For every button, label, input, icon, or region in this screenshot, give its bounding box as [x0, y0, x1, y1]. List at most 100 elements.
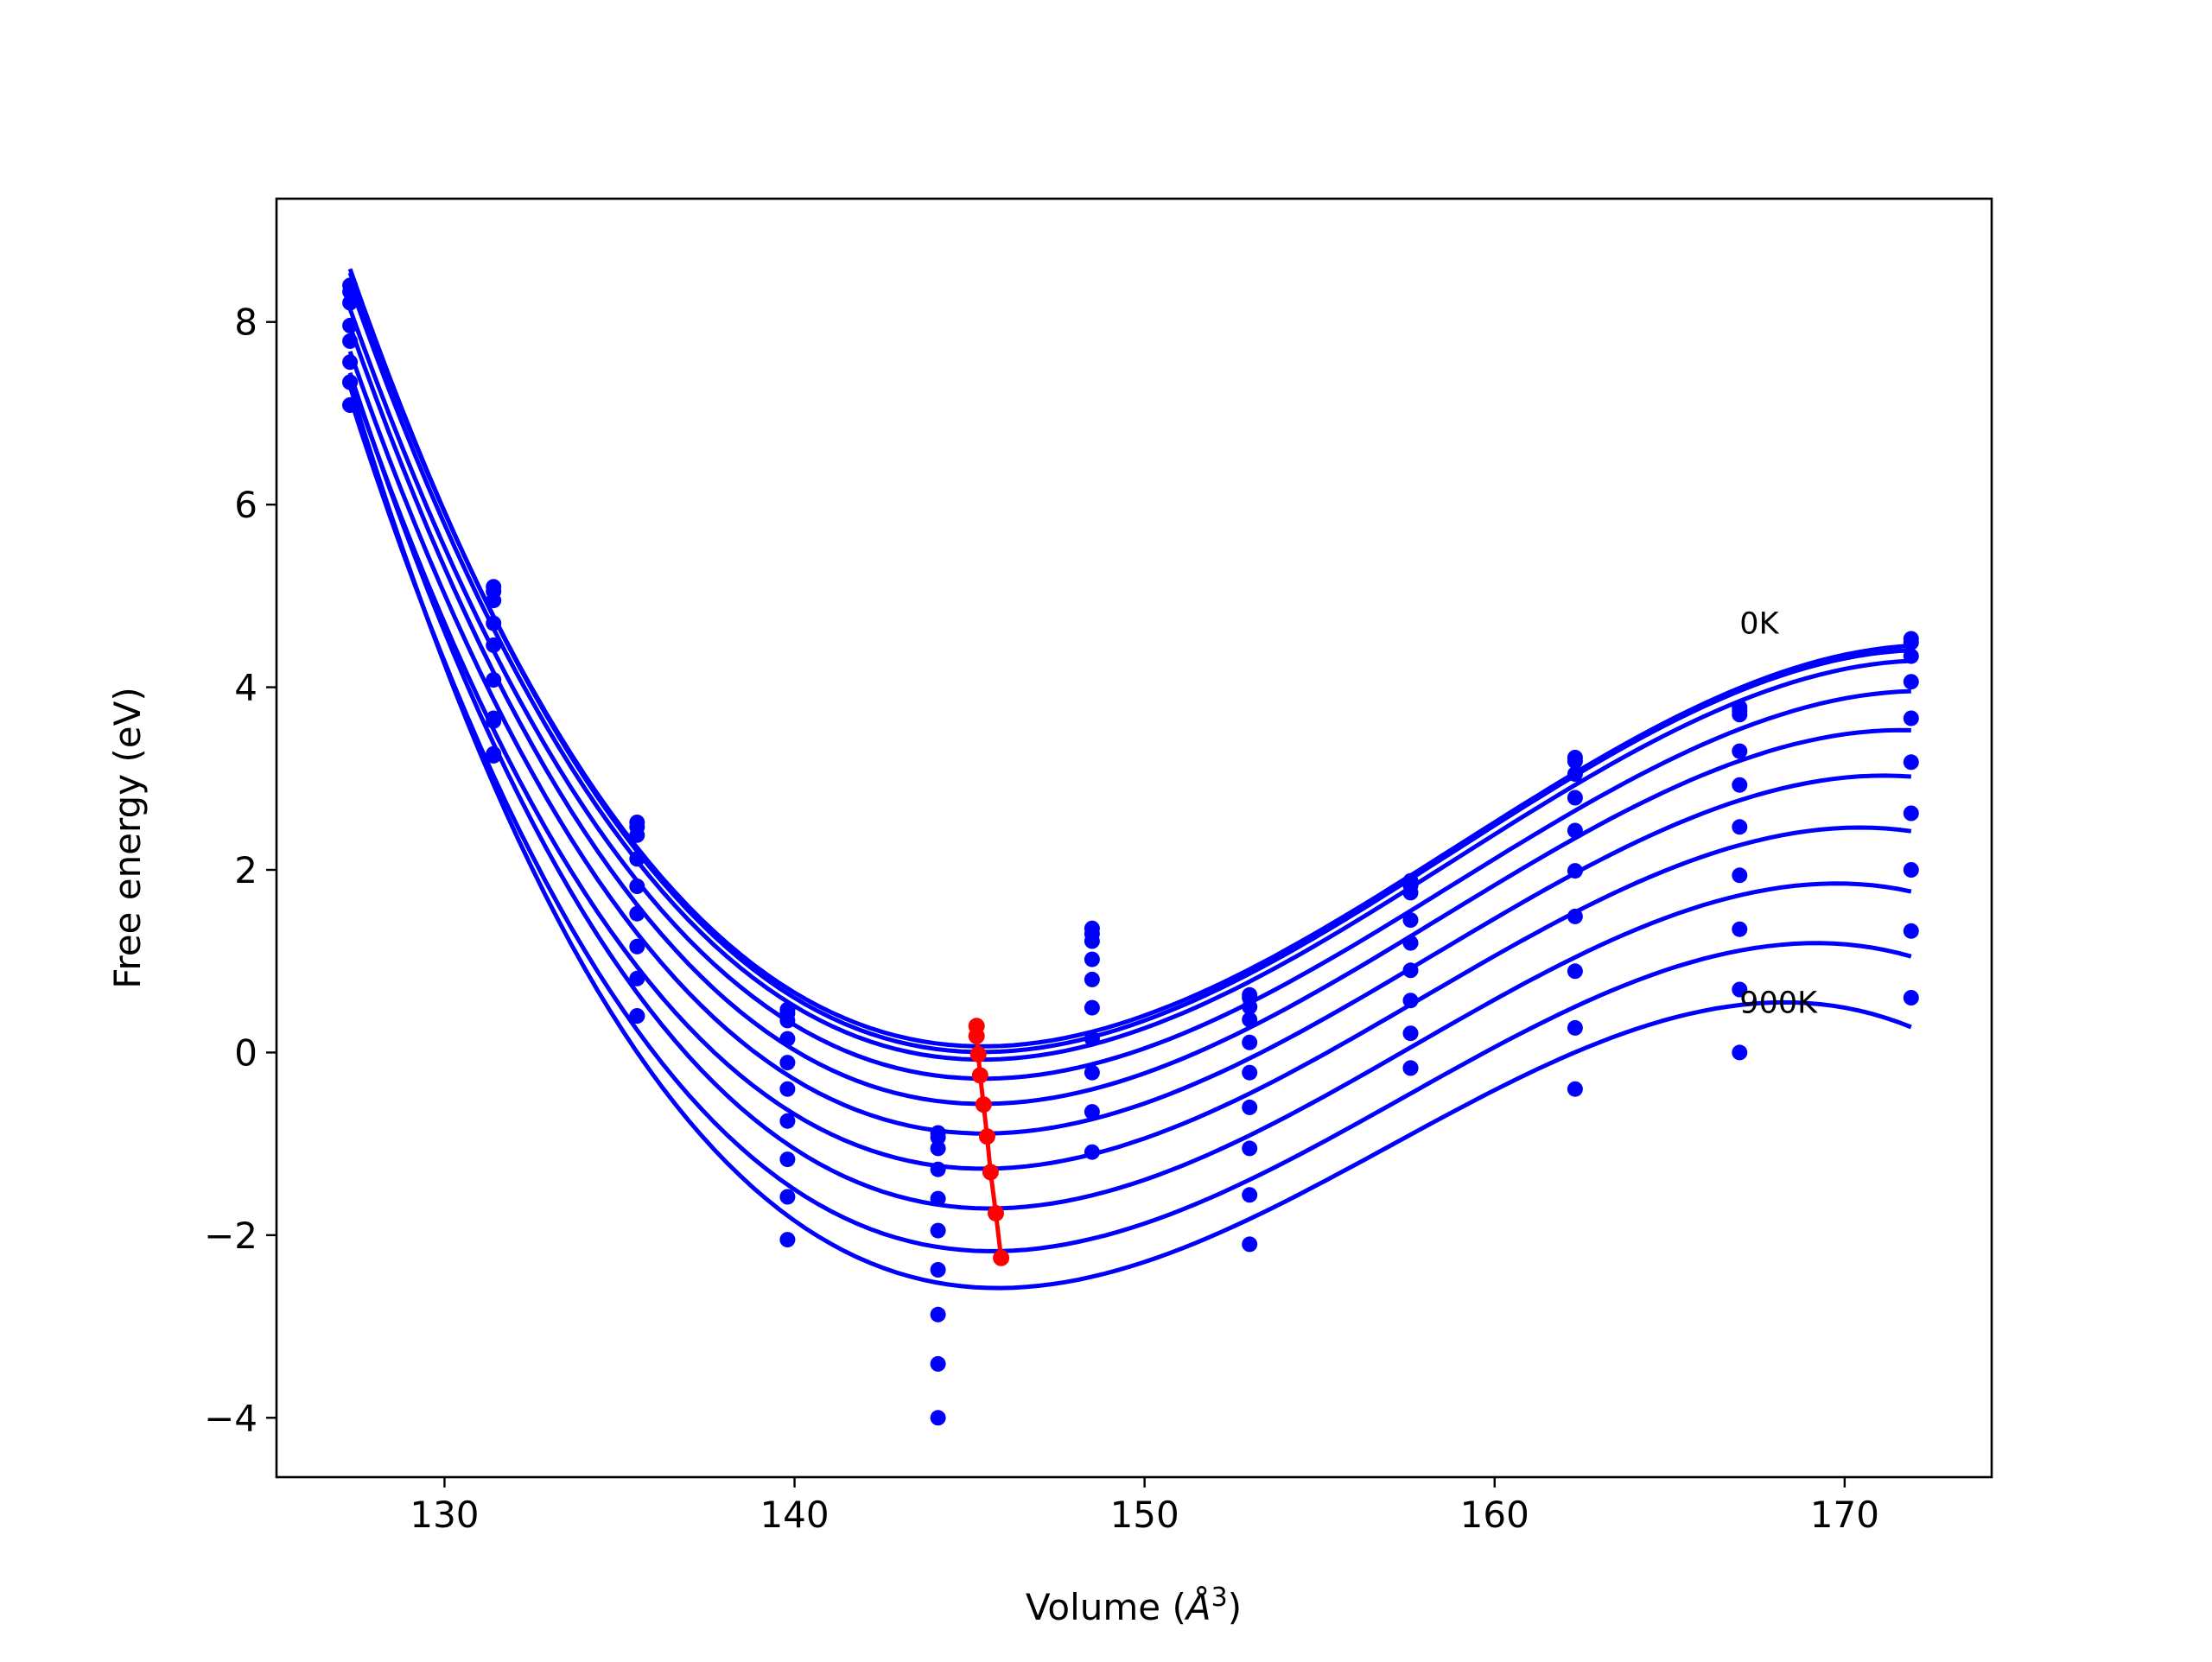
data-point [1567, 863, 1583, 879]
data-point [486, 713, 502, 729]
data-point [1567, 790, 1583, 806]
data-point [930, 1262, 946, 1278]
y-tick-label: −4 [204, 1397, 257, 1439]
data-point [779, 1055, 796, 1071]
y-tick-label: 6 [234, 484, 257, 526]
fit-curve-1 [347, 268, 1911, 1055]
data-point [486, 615, 502, 631]
data-point [930, 1129, 946, 1145]
data-point [629, 905, 645, 922]
fit-curve-3 [347, 308, 1911, 1082]
data-point [1402, 962, 1419, 979]
y-tick-label: 0 [234, 1031, 257, 1074]
x-tick-label: 160 [1460, 1494, 1529, 1536]
data-points [342, 277, 1919, 1426]
data-point [1567, 822, 1583, 839]
y-axis-label: Free energy (eV) [106, 687, 149, 989]
data-point [1903, 990, 1919, 1005]
data-point [342, 277, 359, 294]
data-point [629, 879, 645, 894]
data-point [1732, 777, 1748, 793]
data-point [1732, 707, 1748, 723]
data-point [1084, 999, 1100, 1016]
data-point [1732, 921, 1748, 937]
minimum-point [978, 1128, 995, 1145]
fit-curves [347, 268, 1912, 1291]
data-point [779, 1232, 796, 1248]
data-point [1903, 648, 1919, 664]
data-point [930, 1222, 946, 1239]
x-axis-label-text: Volume ( [1026, 1586, 1186, 1628]
data-point [1242, 1236, 1258, 1253]
fit-curve-2 [347, 282, 1911, 1063]
fit-curve-8 [347, 396, 1912, 1253]
x-axis-label-close: ) [1228, 1586, 1242, 1628]
data-point [1242, 1187, 1258, 1203]
data-point [486, 745, 502, 762]
annotation-0k: 0K [1739, 607, 1779, 642]
y-tick-label: 4 [234, 667, 257, 709]
y-tick-label: 8 [234, 301, 257, 344]
data-point [779, 1151, 796, 1168]
data-point [779, 1081, 796, 1097]
data-point [1903, 710, 1919, 726]
axis-ticks: 130 140 150 160 170 −4 −2 0 2 4 6 8 [204, 301, 1879, 1536]
data-point [1732, 819, 1748, 835]
data-point [930, 1161, 946, 1177]
data-point [1402, 935, 1419, 951]
data-point [1567, 963, 1583, 980]
data-point [629, 1008, 645, 1024]
y-tick-label: −2 [204, 1215, 257, 1257]
x-tick-label: 170 [1810, 1494, 1879, 1536]
x-tick-label: 140 [760, 1494, 829, 1536]
data-point [779, 1012, 796, 1029]
data-point [1084, 933, 1100, 949]
data-point [1402, 912, 1419, 929]
data-point [486, 672, 502, 688]
data-point [1732, 1044, 1748, 1061]
data-point [930, 1410, 946, 1426]
data-point [1242, 1012, 1258, 1028]
data-point [1567, 1081, 1583, 1097]
data-point [486, 637, 502, 653]
data-point [1732, 981, 1748, 998]
minimum-point [993, 1249, 1010, 1266]
data-point [779, 1031, 796, 1047]
minimum-point [968, 1027, 985, 1044]
fit-curve-6 [347, 375, 1912, 1171]
fit-curve-7 [347, 371, 1912, 1211]
data-point [1567, 753, 1583, 770]
data-point [1084, 1064, 1100, 1081]
data-point [1567, 766, 1583, 782]
data-point [1402, 885, 1419, 901]
fit-curve-9 [347, 385, 1912, 1291]
data-point [629, 970, 645, 986]
plot-frame [275, 197, 1993, 1479]
data-point [779, 1113, 796, 1129]
data-point [1084, 1104, 1100, 1120]
x-tick-label: 130 [410, 1494, 479, 1536]
fit-curve-4 [347, 325, 1911, 1107]
data-point [342, 396, 359, 413]
data-point [1084, 1144, 1100, 1160]
annotation-900k: 900K [1739, 986, 1818, 1020]
data-point [1903, 862, 1919, 878]
data-point [1242, 1034, 1258, 1050]
x-axis-label-symbol: Å [1184, 1585, 1211, 1628]
data-point [1402, 1025, 1419, 1042]
data-point [1903, 805, 1919, 821]
data-point [1084, 1031, 1100, 1047]
data-point [629, 851, 645, 867]
minimum-point [982, 1164, 999, 1181]
data-point [930, 1140, 946, 1157]
data-point [342, 317, 359, 333]
data-point [930, 1306, 946, 1323]
data-point [629, 827, 645, 843]
minimum-path [968, 1018, 1010, 1266]
minimum-point [969, 1046, 987, 1063]
data-point [1732, 743, 1748, 759]
y-tick-label: 2 [234, 849, 257, 891]
data-point [1903, 923, 1919, 939]
